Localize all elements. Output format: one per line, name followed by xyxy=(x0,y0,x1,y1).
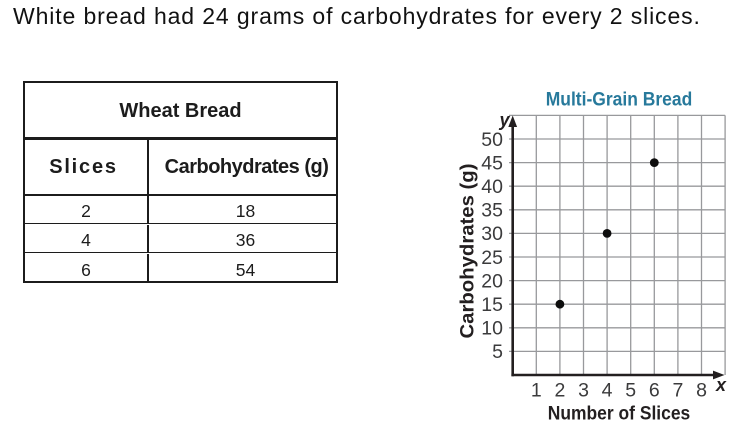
svg-text:y: y xyxy=(498,110,510,130)
svg-text:5: 5 xyxy=(625,380,636,402)
svg-text:7: 7 xyxy=(672,380,683,402)
svg-text:50: 50 xyxy=(481,129,503,151)
svg-text:40: 40 xyxy=(481,176,503,198)
svg-text:4: 4 xyxy=(602,380,613,402)
svg-text:2: 2 xyxy=(554,380,565,402)
svg-text:8: 8 xyxy=(696,380,707,402)
svg-text:Carbohydrates (g): Carbohydrates (g) xyxy=(457,164,479,339)
svg-text:10: 10 xyxy=(481,318,503,340)
svg-text:6: 6 xyxy=(649,380,660,402)
svg-text:25: 25 xyxy=(481,247,503,269)
svg-text:Multi-Grain Bread: Multi-Grain Bread xyxy=(546,89,693,111)
svg-text:20: 20 xyxy=(481,270,503,292)
svg-text:35: 35 xyxy=(481,200,503,222)
svg-text:x: x xyxy=(715,375,727,395)
svg-text:15: 15 xyxy=(481,294,503,316)
svg-text:5: 5 xyxy=(492,341,503,363)
svg-text:1: 1 xyxy=(531,380,542,402)
svg-text:Number of Slices: Number of Slices xyxy=(548,403,691,425)
svg-text:30: 30 xyxy=(481,223,503,245)
svg-text:45: 45 xyxy=(481,152,503,174)
svg-text:3: 3 xyxy=(578,380,589,402)
